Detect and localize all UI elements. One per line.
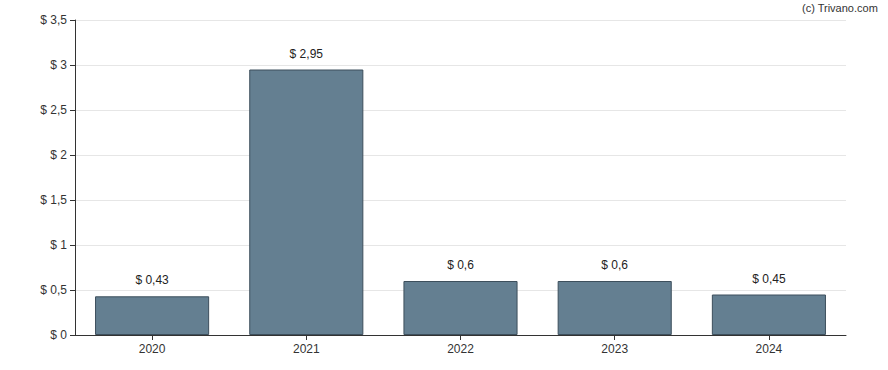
svg-text:$ 0,45: $ 0,45: [752, 272, 786, 286]
svg-text:$ 1,5: $ 1,5: [40, 193, 67, 207]
svg-text:2021: 2021: [293, 342, 320, 356]
svg-text:$ 0: $ 0: [50, 328, 67, 342]
svg-text:2022: 2022: [447, 342, 474, 356]
svg-text:2023: 2023: [601, 342, 628, 356]
svg-text:2024: 2024: [756, 342, 783, 356]
svg-text:2020: 2020: [139, 342, 166, 356]
svg-text:$ 2,5: $ 2,5: [40, 103, 67, 117]
svg-text:$ 3: $ 3: [50, 58, 67, 72]
svg-text:$ 1: $ 1: [50, 238, 67, 252]
svg-text:$ 0,6: $ 0,6: [601, 258, 628, 272]
svg-text:$ 0,5: $ 0,5: [40, 283, 67, 297]
svg-text:(c) Trivano.com: (c) Trivano.com: [802, 2, 878, 14]
svg-text:$ 3,5: $ 3,5: [40, 13, 67, 27]
svg-text:$ 0,43: $ 0,43: [135, 273, 169, 287]
svg-text:$ 0,6: $ 0,6: [447, 258, 474, 272]
svg-text:$ 2,95: $ 2,95: [290, 47, 324, 61]
svg-text:$ 2: $ 2: [50, 148, 67, 162]
